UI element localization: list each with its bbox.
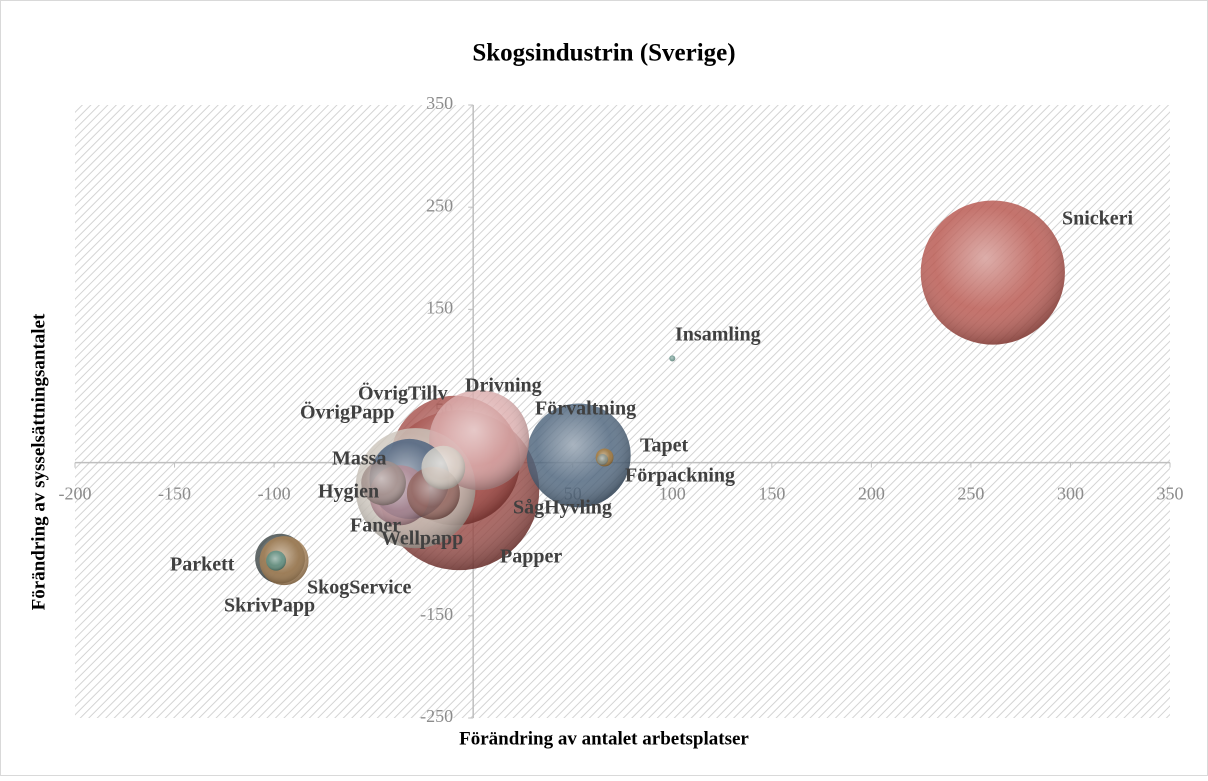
bubble-shine: [266, 550, 287, 571]
x-axis-title: Förändring av antalet arbetsplatser: [459, 728, 749, 749]
chart-title: Skogsindustrin (Sverige): [472, 40, 735, 67]
data-label: Hygien: [318, 481, 379, 503]
data-label: Parkett: [170, 554, 235, 576]
x-tick-label: -100: [258, 484, 291, 504]
data-label: Drivning: [465, 375, 542, 397]
y-tick-label: 250: [426, 195, 453, 215]
bubble-shine: [920, 200, 1065, 345]
bubble-shine: [669, 355, 676, 362]
bubble-shine: [597, 454, 609, 465]
data-label: Tapet: [640, 435, 689, 457]
y-tick-label: -150: [420, 604, 453, 624]
data-label: Insamling: [675, 324, 761, 346]
y-tick-label: 150: [426, 297, 453, 317]
x-tick-label: 150: [758, 484, 785, 504]
x-tick-label: 350: [1157, 484, 1184, 504]
y-axis-title: Förändring av sysselsättningsantalet: [28, 313, 49, 610]
x-tick-label: -200: [59, 484, 92, 504]
bubble-shine: [361, 460, 406, 506]
data-label: SågHyvling: [513, 497, 612, 519]
data-label: ÖvrigTillv: [358, 382, 448, 405]
x-tick-label: 250: [957, 484, 984, 504]
data-label: Förvaltning: [535, 398, 636, 420]
data-label: Wellpapp: [381, 528, 463, 550]
x-tick-label: -150: [158, 484, 191, 504]
data-label: Förpackning: [625, 465, 735, 487]
data-label: Massa: [332, 448, 386, 470]
data-label: SkrivPapp: [224, 595, 315, 617]
data-label: Snickeri: [1062, 208, 1134, 230]
y-tick-label: -250: [420, 706, 453, 726]
y-tick-label: 350: [426, 93, 453, 113]
bubble-shine: [526, 403, 631, 508]
x-tick-label: 200: [858, 484, 885, 504]
data-label: Faner: [350, 515, 401, 537]
x-tick-label: 300: [1057, 484, 1084, 504]
bubble-shine: [421, 445, 466, 490]
data-label: SkogService: [307, 577, 412, 599]
x-tick-label: 100: [659, 484, 686, 504]
data-label: Papper: [500, 546, 562, 568]
data-label: ÖvrigPapp: [300, 401, 394, 424]
